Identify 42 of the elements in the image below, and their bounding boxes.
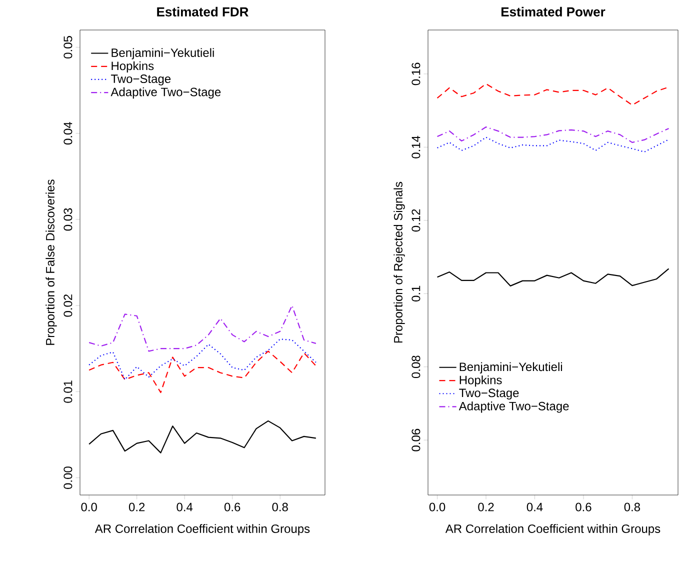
- y-tick-label: 0.06: [412, 428, 420, 452]
- y-tick-label: 0.12: [412, 209, 420, 232]
- x-tick-label: 0.8: [624, 502, 640, 512]
- x-axis-title: AR Correlation Coefficient within Groups: [445, 524, 660, 536]
- x-tick-label: 0.6: [224, 502, 240, 512]
- line-series: [436, 83, 670, 106]
- legend-label: Adaptive Two−Stage: [458, 402, 569, 413]
- y-tick-label: 0.02: [64, 294, 72, 317]
- line-series: [436, 126, 670, 143]
- y-tick-label: 0.08: [412, 356, 420, 378]
- x-tick-label: 0.2: [478, 502, 494, 512]
- x-tick-label: 0.2: [128, 502, 145, 512]
- y-tick-label: 0.04: [64, 122, 72, 145]
- legend-label: Hopkins: [112, 61, 154, 73]
- y-axis-title: Proportion of Rejected Signals: [394, 182, 405, 343]
- x-tick-label: 0.0: [429, 502, 446, 512]
- y-tick-label: 0.16: [412, 62, 420, 86]
- legend-label: Hopkins: [460, 375, 502, 387]
- y-tick-label: 0.00: [64, 466, 72, 489]
- x-axis-title: AR Correlation Coefficient within Groups: [94, 524, 310, 536]
- chart-title: Estimated FDR: [157, 6, 248, 16]
- legend-label: Benjamini−Yekutieli: [112, 48, 214, 60]
- line-series: [436, 136, 670, 152]
- y-tick-label: 0.03: [64, 208, 72, 231]
- legend-label: Benjamini−Yekutieli: [460, 362, 562, 374]
- x-tick-label: 0.8: [272, 502, 288, 512]
- legend-label: Two−Stage: [110, 74, 171, 86]
- y-tick-label: 0.05: [64, 36, 72, 58]
- line-series: [436, 268, 670, 286]
- chart-title: Estimated Power: [501, 6, 606, 16]
- x-tick-label: 0.6: [576, 502, 592, 512]
- x-tick-label: 0.4: [526, 502, 543, 512]
- y-tick-label: 0.14: [412, 136, 420, 158]
- y-tick-label: 0.1: [412, 286, 420, 302]
- x-tick-label: 0.0: [81, 502, 97, 512]
- x-tick-label: 0.4: [176, 502, 193, 512]
- line-series: [88, 350, 316, 394]
- y-tick-label: 0.01: [64, 380, 72, 403]
- legend-label: Adaptive Two−Stage: [110, 87, 221, 99]
- legend-label: Two−Stage: [459, 388, 519, 400]
- line-series: [88, 420, 316, 454]
- y-axis-title: Proportion of False Discoveries: [46, 180, 57, 345]
